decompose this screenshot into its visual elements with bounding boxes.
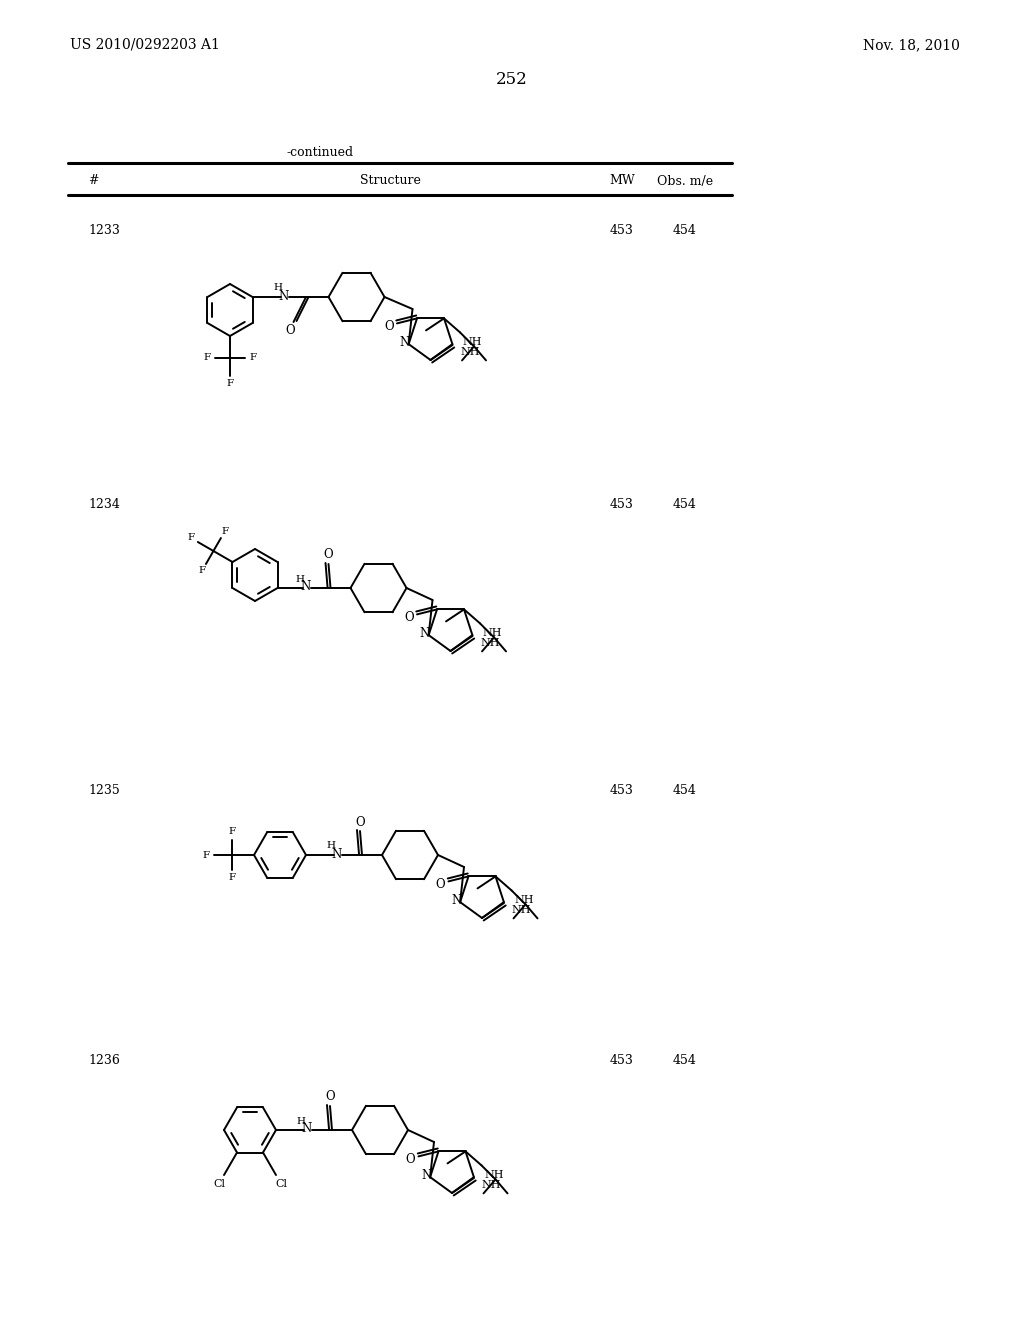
Text: Obs. m/e: Obs. m/e: [657, 174, 713, 187]
Text: H: H: [327, 842, 336, 850]
Text: -continued: -continued: [287, 145, 353, 158]
Text: Cl: Cl: [213, 1179, 225, 1189]
Text: N: N: [451, 894, 461, 907]
Text: 453: 453: [610, 784, 634, 796]
Text: NH: NH: [482, 628, 502, 638]
Text: NH: NH: [484, 1170, 504, 1180]
Text: 454: 454: [673, 499, 697, 511]
Text: #: #: [88, 174, 98, 187]
Text: NH: NH: [514, 895, 534, 906]
Text: O: O: [404, 611, 414, 624]
Text: H: H: [273, 284, 282, 293]
Text: F: F: [203, 850, 210, 859]
Text: 454: 454: [673, 1053, 697, 1067]
Text: MW: MW: [609, 174, 635, 187]
Text: NH: NH: [482, 1180, 502, 1191]
Text: N: N: [421, 1168, 431, 1181]
Text: O: O: [406, 1152, 416, 1166]
Text: Cl: Cl: [275, 1179, 287, 1189]
Text: NH: NH: [480, 638, 500, 648]
Text: F: F: [204, 354, 211, 363]
Text: O: O: [384, 319, 394, 333]
Text: O: O: [286, 323, 295, 337]
Text: NH: NH: [461, 347, 480, 358]
Text: N: N: [279, 289, 289, 302]
Text: N: N: [399, 335, 410, 348]
Text: O: O: [355, 816, 365, 829]
Text: N: N: [420, 627, 430, 640]
Text: 453: 453: [610, 1053, 634, 1067]
Text: 1234: 1234: [88, 499, 120, 511]
Text: 1235: 1235: [88, 784, 120, 796]
Text: NH: NH: [512, 906, 531, 915]
Text: US 2010/0292203 A1: US 2010/0292203 A1: [70, 38, 220, 51]
Text: H: H: [295, 574, 304, 583]
Text: F: F: [228, 874, 236, 883]
Text: F: F: [226, 380, 233, 388]
Text: 1236: 1236: [88, 1053, 120, 1067]
Text: 252: 252: [496, 71, 528, 88]
Text: 453: 453: [610, 499, 634, 511]
Text: F: F: [250, 354, 257, 363]
Text: N: N: [302, 1122, 312, 1135]
Text: O: O: [326, 1090, 335, 1104]
Text: 1233: 1233: [88, 223, 120, 236]
Text: O: O: [435, 878, 445, 891]
Text: F: F: [221, 527, 228, 536]
Text: N: N: [300, 581, 310, 594]
Text: Nov. 18, 2010: Nov. 18, 2010: [863, 38, 961, 51]
Text: F: F: [187, 533, 195, 543]
Text: N: N: [332, 847, 342, 861]
Text: NH: NH: [463, 337, 482, 347]
Text: O: O: [324, 549, 334, 561]
Text: F: F: [228, 828, 236, 837]
Text: Structure: Structure: [359, 174, 421, 187]
Text: H: H: [297, 1117, 305, 1126]
Text: F: F: [199, 566, 206, 576]
Text: 453: 453: [610, 223, 634, 236]
Text: 454: 454: [673, 223, 697, 236]
Text: 454: 454: [673, 784, 697, 796]
